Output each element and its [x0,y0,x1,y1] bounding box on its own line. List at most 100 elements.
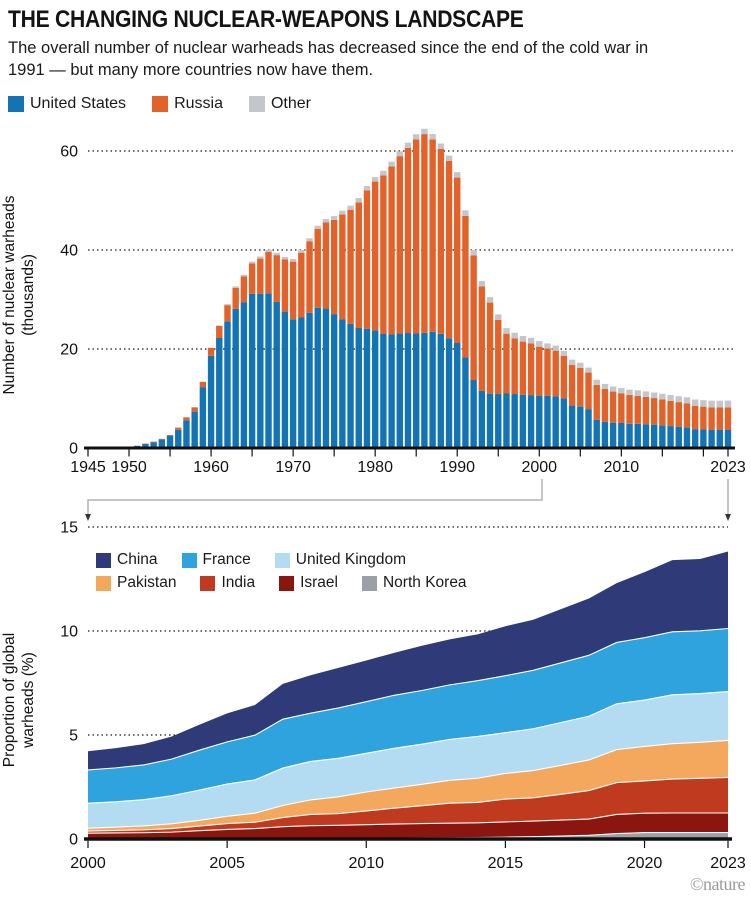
x-tick-label: 2023 [710,855,746,872]
top-chart-legend: United States Russia Other [8,95,311,113]
russia-bar-1957 [183,417,190,421]
russia-bar-1993 [478,286,486,391]
united-states-bar-1992 [470,380,477,448]
other-bar-1987 [429,133,436,140]
russia-bar-2008 [601,388,609,422]
india-swatch [200,575,216,591]
other-bar-1981 [380,170,387,176]
other-bar-2003 [560,350,568,356]
united-states-bar-1974 [322,308,330,448]
russia-bar-1955 [166,435,174,437]
united-states-bar-1968 [273,301,280,448]
x-tick-label: 1945 [70,459,106,476]
x-tick-label: 1980 [357,459,393,476]
united-states-bar-1969 [281,311,289,448]
legend-item-other: Other [248,95,311,113]
other-bar-2010 [618,388,625,394]
other-bar-1993 [478,281,486,287]
united-states-bar-1962 [224,321,231,448]
legend-label: Pakistan [117,574,177,591]
united-states-bar-2010 [618,422,625,448]
united-states-bar-1965 [248,293,256,448]
united-states-swatch [8,96,24,112]
united-states-bar-1986 [421,332,428,448]
russia-bar-1974 [322,222,330,309]
russia-bar-1959 [199,381,207,388]
other-bar-1980 [371,177,379,182]
other-bar-2004 [568,359,576,365]
united-states-bar-1971 [298,317,305,448]
other-bar-2021 [708,400,715,408]
united-states-bar-2012 [634,423,641,448]
other-bar-2005 [577,362,584,368]
united-states-bar-2016 [667,426,674,448]
united-states-bar-1978 [355,327,362,448]
united-states-bar-1952 [142,443,149,448]
russia-bar-1966 [257,258,264,294]
united-states-bar-1984 [404,333,412,448]
russia-bar-2005 [577,367,584,407]
legend-item-china: China [96,551,158,569]
united-states-bar-1981 [380,333,387,448]
russia-bar-1969 [281,259,289,312]
russia-bar-1990 [454,177,461,344]
russia-bar-1998 [519,341,527,395]
other-bar-1998 [519,336,527,342]
other-bar-1975 [330,216,338,220]
other-bar-2000 [536,341,543,347]
israel-area [88,813,728,839]
legend-label: China [117,551,158,568]
other-bar-1971 [298,249,305,253]
united-states-bar-1957 [183,420,190,448]
x-tick-label: 2020 [627,855,663,872]
other-bar-1999 [527,337,535,344]
united-states-bar-2015 [659,425,666,448]
united-states-bar-2022 [716,429,723,448]
russia-bar-2023 [724,407,732,430]
russia-bar-1978 [355,202,362,328]
united-states-bar-2009 [609,422,617,448]
russia-bar-1976 [339,214,346,320]
russia-bar-2017 [675,402,682,427]
other-bar-1994 [486,297,494,303]
russia-bar-1982 [388,166,395,335]
russia-bar-2012 [634,395,641,424]
united-kingdom-area [88,691,728,829]
arrow-down-icon [85,514,91,521]
other-bar-2017 [675,396,682,403]
russia-bar-1975 [330,219,338,315]
other-bar-1968 [273,252,280,256]
united-states-bar-1995 [495,394,502,448]
russia-bar-1965 [248,263,256,294]
pakistan-area [88,740,728,832]
other-bar-2002 [552,345,559,351]
russia-bar-1958 [191,407,198,412]
russia-bar-1994 [486,302,494,394]
united-states-bar-1959 [199,387,207,448]
united-states-bar-2008 [601,421,609,448]
united-states-bar-1967 [265,293,272,448]
united-states-bar-1955 [166,436,174,448]
legend-label: Other [270,95,311,112]
israel-swatch [279,575,295,591]
other-bar-1996 [503,328,510,334]
united-states-bar-2007 [593,419,600,448]
russia-bar-1981 [380,175,387,334]
x-tick-label: 2010 [348,855,384,872]
united-states-bar-1991 [462,357,469,448]
united-states-bar-2013 [642,424,650,448]
zoom-connector [85,479,731,521]
russia-bar-1953 [150,441,157,443]
y-tick-label: 0 [69,441,78,458]
x-tick-label: 2010 [604,459,640,476]
other-bar-1997 [511,332,518,339]
united-states-bar-1985 [413,333,420,448]
united-states-bar-2002 [552,396,559,448]
x-tick-label: 2000 [70,855,106,872]
united-states-bar-1960 [207,355,215,448]
other-bar-1966 [257,256,264,259]
other-bar-1965 [248,261,256,264]
other-bar-1978 [355,198,362,203]
russia-bar-1984 [404,147,412,334]
other-bar-1983 [396,151,403,157]
